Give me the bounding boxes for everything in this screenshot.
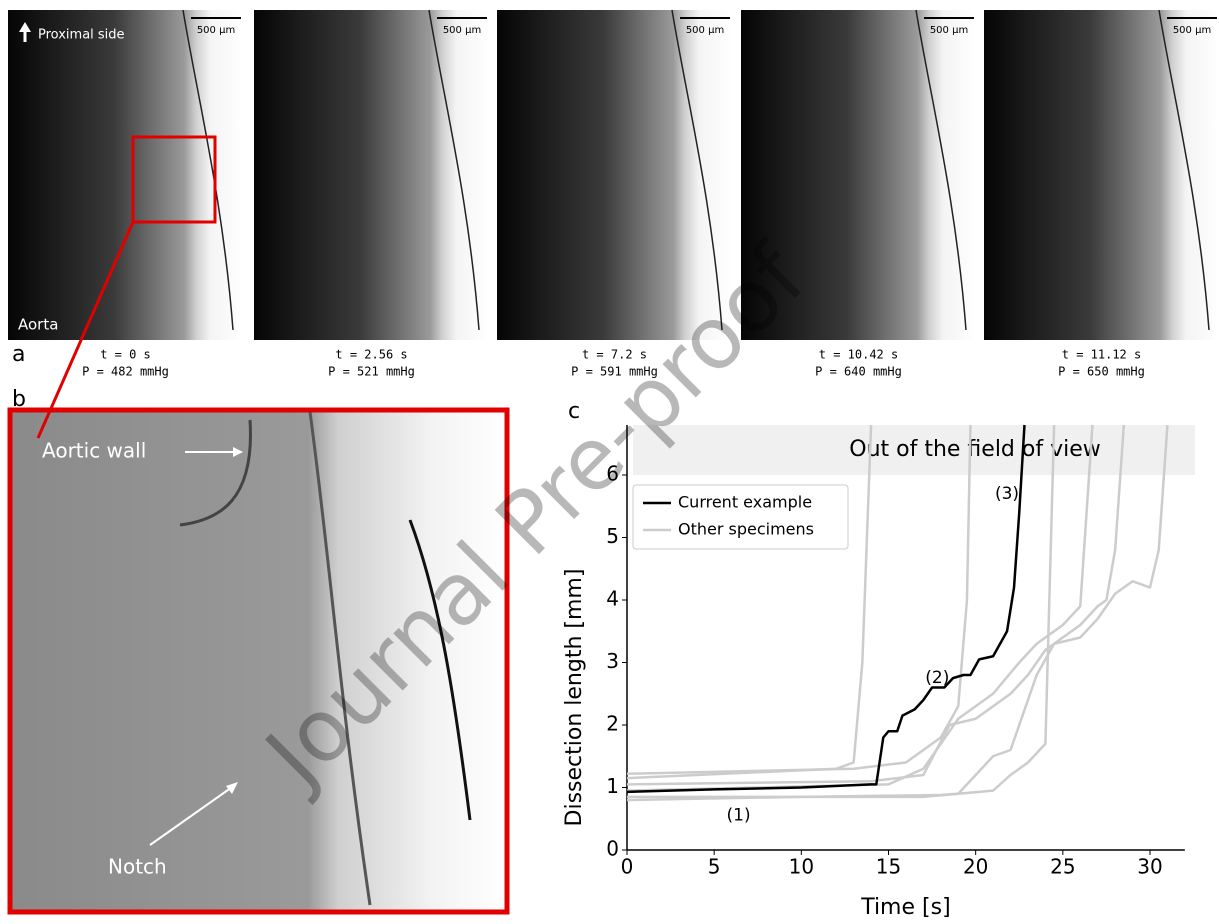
direction-arrow: [19, 22, 31, 32]
y-tick-label: 4: [606, 587, 619, 611]
scale-bar-label: 500 µm: [686, 25, 724, 36]
series-line: [627, 424, 1026, 794]
region-label: Aorta: [18, 316, 58, 334]
tissue-edge: [1158, 9, 1210, 331]
frame-pressure: P = 640 mmHg: [815, 365, 902, 379]
frames: 500 µm t = 0 s P = 482 mmHg 500 µm t = 2.56 …: [8, 9, 1219, 439]
tissue-edge: [915, 9, 967, 331]
x-tick-label: 25: [1050, 855, 1075, 879]
zoom-connector: [36, 221, 135, 439]
frame-pressure: P = 650 mmHg: [1058, 365, 1145, 379]
y-axis-label: Dissection length [mm]: [562, 569, 587, 827]
frame-time: t = 2.56 s: [335, 348, 407, 362]
frame-image: [984, 10, 1219, 340]
legend-label: Other specimens: [678, 520, 814, 539]
tissue-edge: [671, 9, 723, 331]
y-tick-label: 3: [606, 649, 619, 673]
scale-bar-label: 500 µm: [197, 25, 235, 36]
scale-bar-label: 500 µm: [443, 25, 481, 36]
panel-label: c: [568, 399, 580, 424]
frame-image: [8, 10, 243, 340]
annotation: Aortic wall: [42, 439, 146, 463]
tissue-edge: [182, 9, 234, 331]
arrowhead: [226, 782, 238, 794]
frame-image: [254, 10, 489, 340]
frame-time: t = 0 s: [100, 348, 151, 362]
x-axis-label: Time [s]: [860, 895, 950, 920]
plot-area: [627, 424, 1169, 802]
y-tick-label: 0: [606, 837, 619, 861]
panel-label: a: [12, 342, 25, 367]
frame-pressure: P = 591 mmHg: [571, 365, 658, 379]
legend-label: Current example: [678, 493, 812, 512]
x-tick-label: 30: [1137, 855, 1162, 879]
band-label: Out of the field of view: [849, 437, 1101, 462]
arrowhead: [233, 447, 243, 457]
frame-image: [497, 10, 732, 340]
legend-box: [632, 484, 849, 550]
x-tick-label: 10: [789, 855, 814, 879]
frame-time: t = 10.42 s: [819, 348, 898, 362]
wall-edge: [308, 411, 372, 906]
zoom-frame: [7, 407, 510, 915]
x-tick-label: 5: [708, 855, 721, 879]
scale-bar-label: 500 µm: [1173, 25, 1211, 36]
series-line: [627, 424, 1094, 792]
zoom-region: [131, 135, 217, 224]
y-tick-label: 1: [606, 774, 619, 798]
frame-time: t = 7.2 s: [582, 348, 647, 362]
frame-image: [741, 10, 976, 340]
wall-fold: [179, 419, 252, 527]
x-tick-label: 0: [621, 855, 634, 879]
band: [633, 425, 1195, 475]
x-tick-label: 20: [963, 855, 988, 879]
series-line: [627, 424, 873, 780]
frame-time: t = 11.12 s: [1062, 348, 1141, 362]
chart: Out of the field of view 0 5 10 15 20 25 30 0 1 2 3…: [562, 424, 1195, 920]
annotation: (2): [925, 668, 949, 688]
frame-pressure: P = 521 mmHg: [328, 365, 415, 379]
scale-bar-label: 500 µm: [930, 25, 968, 36]
arrow: [149, 784, 236, 846]
series-line: [627, 424, 1056, 799]
x-tick-label: 15: [876, 855, 901, 879]
series-line: [627, 424, 1169, 802]
outer-edge: [408, 519, 472, 821]
y-tick-label: 2: [606, 712, 619, 736]
annotation: (1): [727, 806, 751, 826]
y-tick-label: 6: [606, 462, 619, 486]
frame-pressure: P = 482 mmHg: [82, 365, 169, 379]
annotation: Notch: [108, 855, 167, 879]
annotation: (3): [995, 484, 1019, 504]
panel-label: b: [12, 387, 26, 412]
direction-label: Proximal side: [38, 28, 125, 43]
zoom-image: [10, 410, 507, 912]
series-line: [627, 424, 972, 775]
y-tick-label: 5: [606, 524, 619, 548]
tissue-edge: [428, 9, 480, 331]
